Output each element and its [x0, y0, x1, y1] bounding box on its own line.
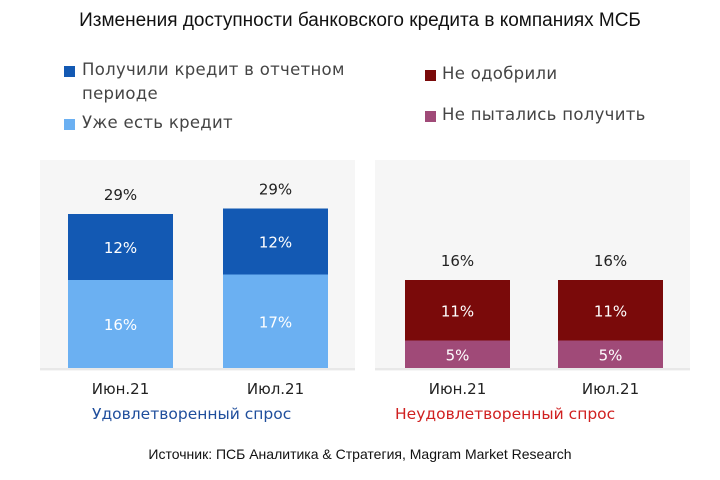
- panel-background-satisfied: [40, 160, 355, 371]
- legend-label-rejected: Не одобрили: [442, 64, 558, 83]
- legend-label-not-tried: Не пытались получить: [442, 105, 646, 124]
- legend-swatch-not-tried: [425, 111, 436, 122]
- bar-segment-satisfied-0-0: [68, 280, 173, 368]
- category-label-satisfied-0: Июн.21: [92, 380, 150, 398]
- group-label-unsatisfied: Неудовлетворенный спрос: [395, 405, 616, 423]
- total-label-satisfied-0: 29%: [104, 186, 137, 204]
- total-label-unsatisfied-1: 16%: [594, 252, 627, 270]
- bar-segment-satisfied-1-0: [223, 274, 328, 368]
- bar-segment-unsatisfied-1-0: [558, 340, 663, 368]
- data-label-unsatisfied-1-0: 5%: [599, 346, 623, 364]
- legend-swatch-existing: [64, 119, 75, 130]
- source-note: Источник: ПСБ Аналитика & Стратегия, Mag…: [148, 446, 572, 462]
- bar-segment-satisfied-0-1: [68, 214, 173, 280]
- group-label-satisfied: Удовлетворенный спрос: [92, 405, 292, 423]
- data-label-unsatisfied-0-1: 11%: [441, 302, 474, 320]
- data-label-satisfied-1-0: 17%: [259, 313, 292, 331]
- legend-label-received-line2: периоде: [82, 84, 158, 103]
- category-label-unsatisfied-0: Июн.21: [429, 380, 487, 398]
- panel-background-unsatisfied: [375, 160, 690, 371]
- legend-label-existing: Уже есть кредит: [82, 113, 233, 132]
- legend-swatch-rejected: [425, 70, 436, 81]
- bar-segment-unsatisfied-1-1: [558, 280, 663, 341]
- bar-segment-unsatisfied-0-1: [405, 280, 510, 341]
- category-label-unsatisfied-1: Июл.21: [582, 380, 639, 398]
- bar-segment-satisfied-1-1: [223, 208, 328, 275]
- data-label-unsatisfied-1-1: 11%: [594, 302, 627, 320]
- legend-swatch-received: [64, 66, 75, 77]
- total-label-satisfied-1: 29%: [259, 181, 292, 199]
- data-label-unsatisfied-0-0: 5%: [446, 346, 470, 364]
- data-label-satisfied-0-1: 12%: [104, 239, 137, 257]
- category-label-satisfied-1: Июл.21: [247, 380, 304, 398]
- data-label-satisfied-0-0: 16%: [104, 316, 137, 334]
- legend-label-received-line1: Получили кредит в отчетном: [82, 60, 345, 79]
- bar-segment-unsatisfied-0-0: [405, 340, 510, 368]
- legend-label-received: Получили кредит в отчетном периоде: [82, 58, 345, 106]
- data-label-satisfied-1-1: 12%: [259, 234, 292, 252]
- chart-title: Изменения доступности банковского кредит…: [79, 10, 641, 31]
- total-label-unsatisfied-0: 16%: [441, 252, 474, 270]
